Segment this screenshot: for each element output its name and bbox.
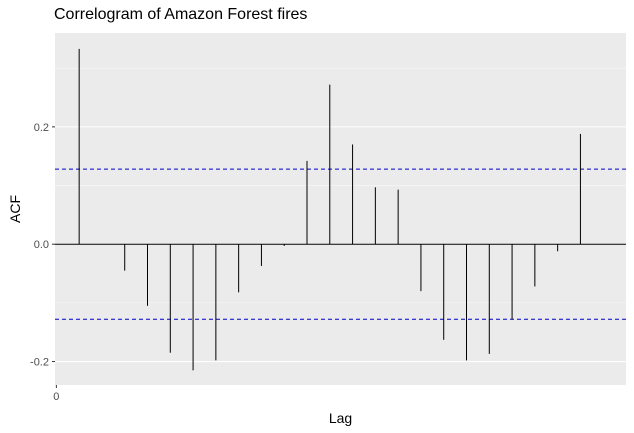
x-axis: 0 <box>53 385 59 403</box>
y-axis: -0.2 0.0 0.2 <box>30 122 55 369</box>
chart-title: Correlogram of Amazon Forest fires <box>54 6 308 23</box>
y-tick-label: 0.2 <box>34 122 49 134</box>
x-tick-label: 0 <box>53 391 59 403</box>
acf-bars <box>78 48 581 371</box>
plot-panel <box>55 33 626 385</box>
y-tick-label: -0.2 <box>30 357 49 369</box>
y-tick-label: 0.0 <box>34 239 49 251</box>
minor-gridlines <box>55 67 626 304</box>
x-axis-title: Lag <box>329 410 352 426</box>
y-axis-title: ACF <box>7 195 23 223</box>
